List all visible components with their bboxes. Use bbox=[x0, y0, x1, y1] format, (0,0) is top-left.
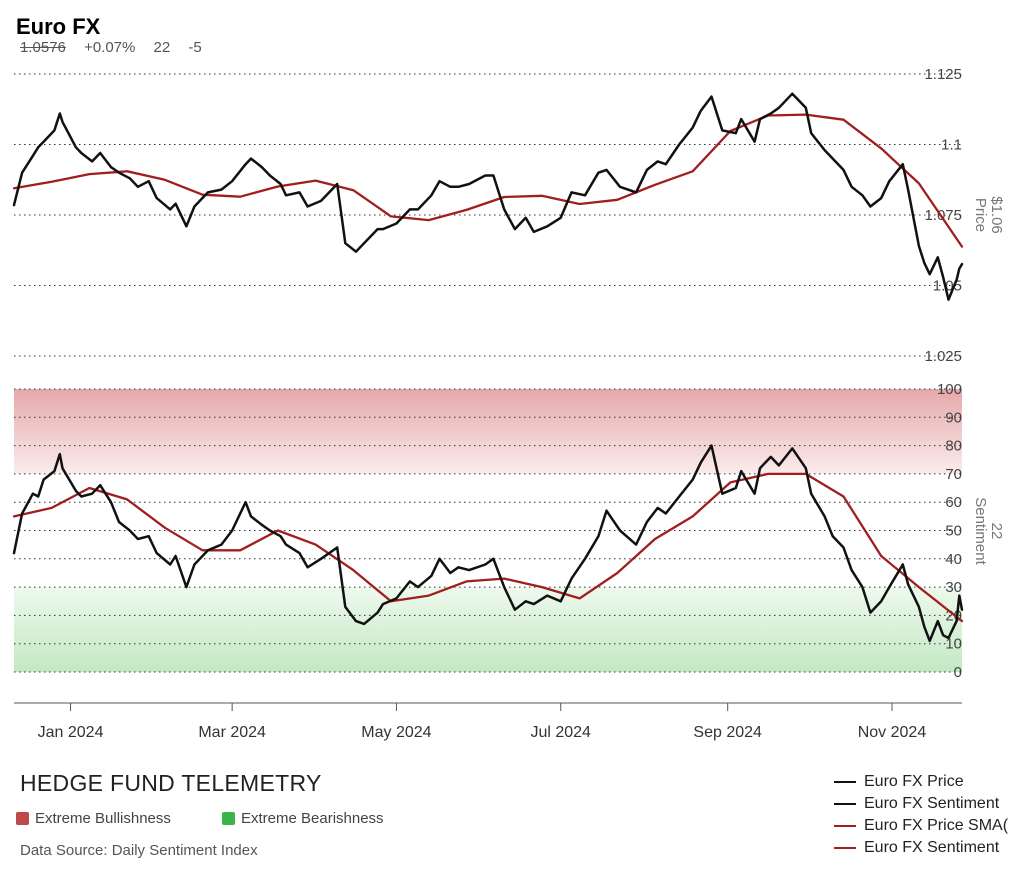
sentiment-tick-label: 10 bbox=[945, 636, 962, 653]
sentiment-tick-label: 100 bbox=[937, 381, 962, 398]
data-source: Data Source: Daily Sentiment Index bbox=[20, 842, 258, 859]
bear-zone-band bbox=[14, 587, 962, 672]
price-axis-title-text: Price bbox=[972, 198, 989, 232]
legend-bull-zone: Extreme Bullishness bbox=[16, 810, 171, 827]
sentiment-tick-label: 80 bbox=[945, 438, 962, 455]
legend-item-sentiment[interactable]: Euro FX Sentiment bbox=[834, 793, 1008, 815]
sentiment-tick-label: 60 bbox=[945, 494, 962, 511]
brand-name: HEDGE FUND TELEMETRY bbox=[20, 770, 322, 796]
price-axis-title-text: $1.06 bbox=[988, 196, 1005, 234]
legend-line bbox=[834, 825, 856, 827]
sentiment-change: -5 bbox=[188, 39, 202, 56]
price-sma-line bbox=[12, 113, 964, 248]
x-tick-label: Nov 2024 bbox=[858, 724, 927, 741]
chart-title: Euro FX bbox=[16, 14, 101, 39]
legend-line bbox=[834, 847, 856, 849]
x-tick-label: Jul 2024 bbox=[530, 724, 591, 741]
sentiment-axis-title-text: Sentiment bbox=[972, 497, 989, 565]
bear-swatch bbox=[222, 812, 235, 825]
sentiment-tick-label: 30 bbox=[945, 579, 962, 596]
legend-label: Euro FX Price SMA( bbox=[864, 817, 1009, 834]
legend-bear-zone: Extreme Bearishness bbox=[222, 810, 384, 827]
sentiment-tick-label: 90 bbox=[945, 409, 962, 426]
legend-item-sentiment-sma[interactable]: Euro FX Sentiment bbox=[834, 837, 1008, 859]
price-axis-title: Price $1.06 bbox=[972, 196, 1005, 234]
sentiment-tick-label: 0 bbox=[954, 664, 962, 681]
sentiment-tick-label: 70 bbox=[945, 466, 962, 483]
sentiment-tick-label: 50 bbox=[945, 523, 962, 540]
sentiment-axis-title-text: 22 bbox=[988, 523, 1005, 540]
x-tick-label: May 2024 bbox=[361, 724, 431, 741]
price-tick-label: 1.025 bbox=[924, 348, 962, 365]
legend-line bbox=[834, 803, 856, 805]
sentiment-value: 22 bbox=[153, 39, 171, 56]
legend-item-price-sma[interactable]: Euro FX Price SMA( bbox=[834, 815, 1008, 837]
sentiment-sma-line bbox=[12, 472, 964, 623]
legend-item-price[interactable]: Euro FX Price bbox=[834, 771, 1008, 793]
bull-swatch bbox=[16, 812, 29, 825]
x-tick-label: Jan 2024 bbox=[38, 724, 104, 741]
legend-label: Euro FX Sentiment bbox=[864, 795, 1000, 812]
sentiment-line bbox=[12, 444, 964, 643]
price-line bbox=[12, 92, 964, 301]
sentiment-tick-label: 40 bbox=[945, 551, 962, 568]
series-legend: Euro FX Price Euro FX Sentiment Euro FX … bbox=[834, 771, 1008, 859]
change-percent: +0.07% bbox=[84, 39, 136, 56]
legend-bear-label: Extreme Bearishness bbox=[241, 810, 384, 827]
x-tick-label: Mar 2024 bbox=[198, 724, 266, 741]
price-tick-label: 1.1 bbox=[941, 137, 962, 154]
header-stats: 1.0576 +0.07% 22 -5 bbox=[20, 39, 216, 56]
legend-label: Euro FX Price bbox=[864, 773, 964, 790]
legend-bull-label: Extreme Bullishness bbox=[35, 810, 171, 827]
sentiment-axis-title: Sentiment 22 bbox=[972, 497, 1005, 565]
price-tick-label: 1.125 bbox=[924, 66, 962, 83]
legend-line bbox=[834, 781, 856, 783]
x-tick-label: Sep 2024 bbox=[693, 724, 762, 741]
last-price: 1.0576 bbox=[20, 39, 66, 56]
bull-zone-band bbox=[14, 389, 962, 474]
price-tick-label: 1.075 bbox=[924, 207, 962, 224]
legend-label: Euro FX Sentiment bbox=[864, 839, 1000, 856]
